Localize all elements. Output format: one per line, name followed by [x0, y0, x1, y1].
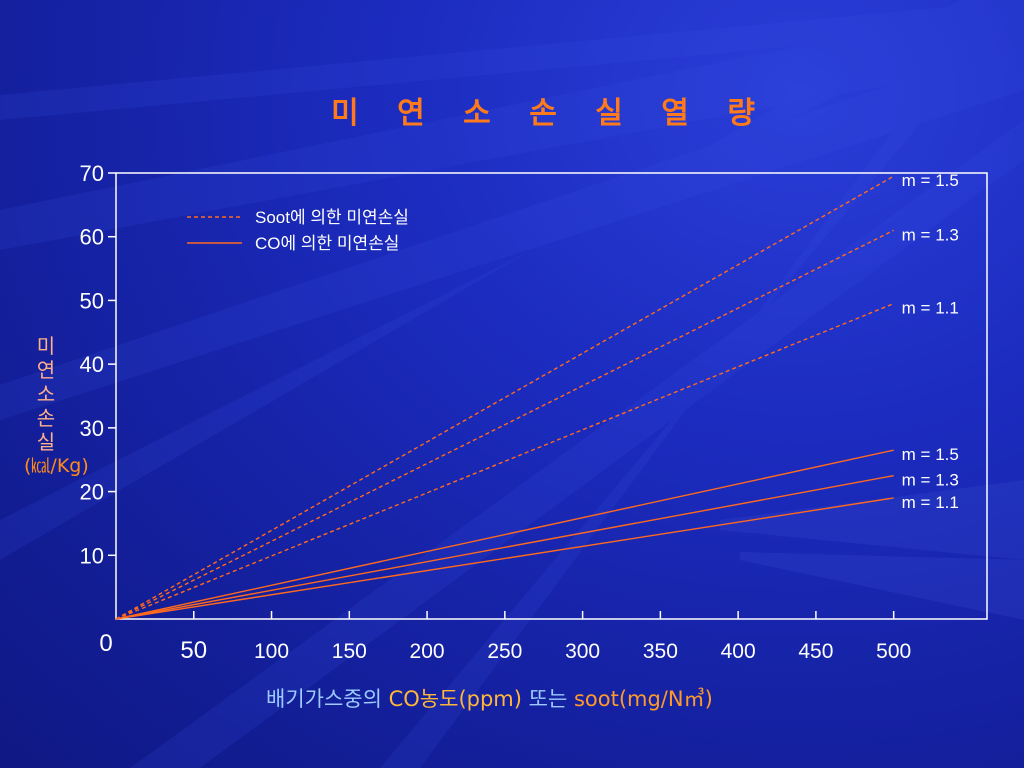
series-lines	[115, 175, 895, 620]
series-line	[115, 449, 894, 620]
y-tick-label: 50	[80, 288, 104, 313]
plot-frame	[115, 172, 988, 620]
y-axis-label-char: 손	[36, 406, 56, 430]
series-label: m = 1.3	[902, 225, 959, 244]
x-tick-label: 300	[565, 640, 600, 663]
x-tick-label: 450	[798, 640, 833, 663]
series-line	[115, 497, 894, 620]
y-tick-label: 70	[80, 161, 104, 186]
x-tick-label: 350	[643, 640, 678, 663]
x-tick-label: 250	[487, 640, 522, 663]
x-axis-ticks: 0 50 100 150 200 250 300 350 400 450 500	[99, 611, 911, 664]
series-label: m = 1.1	[902, 299, 959, 318]
y-tick-label: 20	[80, 480, 104, 505]
x-tick-label: 500	[876, 640, 911, 663]
y-axis-label-char: 연	[36, 358, 56, 382]
x-axis-label-part3: 또는	[521, 687, 574, 711]
x-tick-label: 50	[180, 637, 207, 664]
y-axis-label-char: 미	[36, 334, 56, 358]
x-axis-label-part2: CO농도(ppm)	[388, 687, 522, 711]
x-tick-label: 150	[332, 640, 367, 663]
series-labels: m = 1.5 m = 1.3 m = 1.1 m = 1.5 m = 1.3 m = 1…	[902, 171, 959, 512]
y-axis-label-char: 소	[36, 382, 56, 406]
y-axis-label-char: 실	[36, 430, 56, 454]
series-line	[115, 302, 894, 620]
series-line	[115, 474, 894, 620]
y-axis-ticks: 10 20 30 40 50 60 70	[80, 161, 116, 568]
y-tick-label: 30	[80, 416, 104, 441]
series-line	[115, 175, 895, 620]
x-axis-label-part1: 배기가스중의	[266, 687, 389, 711]
legend-label: Soot에 의한 미연손실	[255, 208, 409, 227]
x-axis-label-part4: soot(mg/N㎥)	[573, 687, 713, 711]
x-tick-label: 100	[254, 640, 289, 663]
series-label: m = 1.1	[902, 493, 959, 512]
y-tick-label: 40	[80, 352, 104, 377]
slide-title: 미 연 소 손 실 열 량	[331, 96, 769, 131]
y-axis-label-unit: (㎉/Kg)	[24, 455, 89, 477]
x-tick-label: 200	[410, 640, 445, 663]
x-axis-label: 배기가스중의 CO농도(ppm) 또는 soot(mg/N㎥)	[266, 683, 713, 713]
legend-label: CO에 의한 미연손실	[255, 234, 399, 253]
y-tick-label: 60	[80, 225, 104, 250]
y-tick-label: 10	[80, 543, 104, 568]
legend: Soot에 의한 미연손실 CO에 의한 미연손실	[187, 208, 409, 253]
x-tick-label: 0	[99, 630, 112, 657]
series-label: m = 1.5	[902, 445, 959, 464]
x-tick-label: 400	[721, 640, 756, 663]
series-label: m = 1.5	[902, 171, 959, 190]
series-line	[115, 229, 894, 620]
series-label: m = 1.3	[902, 471, 959, 490]
